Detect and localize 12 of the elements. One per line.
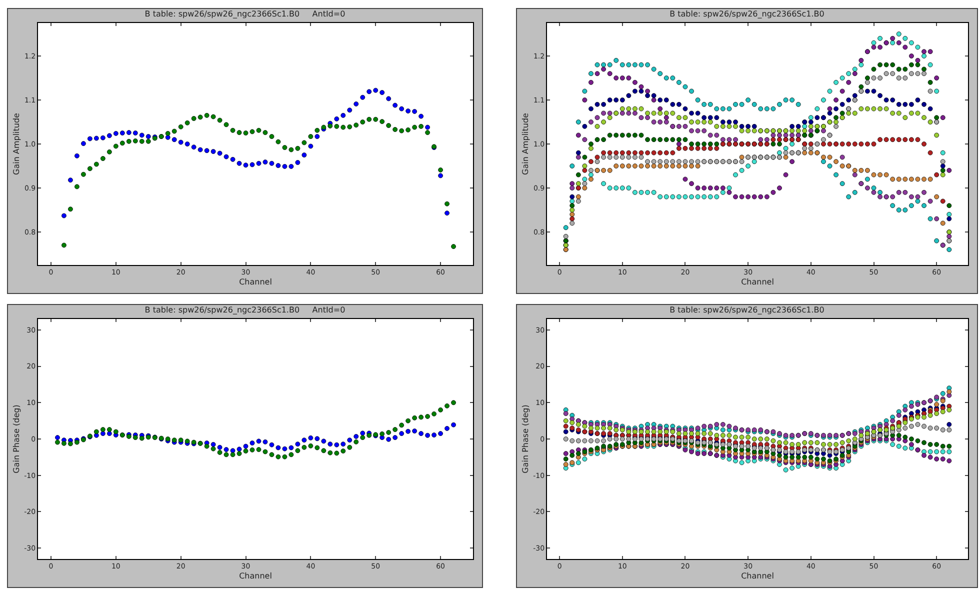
- x-axis-title: Channel: [741, 572, 774, 580]
- chart-title: B table: spw26/spw26_ngc2366Sc1.B0 AntId=0: [144, 10, 346, 19]
- y-axis-title: Gain Phase (deg): [12, 404, 21, 474]
- chart-title: B table: spw26/spw26_ngc2366Sc1.B0 AntId=0: [144, 306, 346, 315]
- x-axis-title: Channel: [239, 572, 272, 580]
- y-axis-title: Gain Amplitude: [521, 112, 530, 175]
- x-axis-title: Channel: [239, 278, 272, 286]
- y-axis-title: Gain Phase (deg): [520, 404, 530, 474]
- chart-title: B table: spw26/spw26_ngc2366Sc1.B0: [670, 306, 824, 315]
- y-axis-title: Gain Amplitude: [12, 112, 22, 175]
- chart-title: B table: spw26/spw26_ngc2366Sc1.B0: [670, 10, 824, 19]
- x-axis-title: Channel: [741, 278, 774, 286]
